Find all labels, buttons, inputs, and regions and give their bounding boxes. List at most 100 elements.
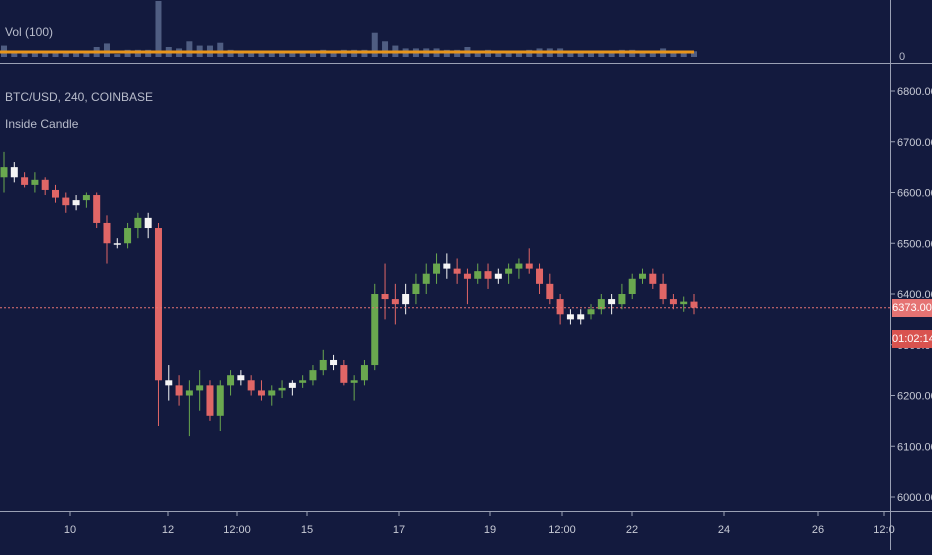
price-tick-label: 6700.00 (897, 137, 932, 149)
time-axis-ticks: 10 12 12:00 15 17 19 12:00 22 24 26 12:0 (64, 511, 895, 536)
candle-body (330, 359, 338, 366)
volume-bar (567, 52, 574, 57)
indicator-title: Inside Candle (5, 117, 79, 131)
price-tick-label: 6100.00 (897, 441, 932, 453)
candle-body (72, 200, 80, 206)
candle-body (515, 263, 523, 269)
time-tick-label: 12:00 (548, 524, 576, 536)
volume-bars (1, 1, 697, 57)
candle-body (649, 273, 657, 284)
candle-body (659, 283, 667, 300)
price-tick-label: 6600.00 (897, 188, 932, 200)
candle-body (82, 195, 90, 201)
candle-body (134, 217, 142, 229)
time-tick-label: 26 (812, 524, 824, 536)
time-tick-label: 12 (162, 524, 174, 536)
candle-body (103, 222, 111, 244)
volume-bar (248, 51, 255, 57)
candle-body (566, 314, 574, 320)
price-tick-label: 6000.00 (897, 492, 932, 504)
volume-bar (155, 1, 162, 57)
volume-bar (217, 42, 224, 57)
price-tick-label: 6500.00 (897, 238, 932, 250)
candle-body (463, 273, 471, 279)
volume-bar (279, 52, 286, 57)
candle-body (62, 197, 70, 206)
candle-body (669, 299, 677, 305)
volume-bar (649, 51, 656, 57)
candle-body (216, 385, 224, 416)
candle-body (93, 195, 101, 223)
candle-body (165, 380, 173, 386)
volume-bar (577, 52, 584, 57)
candle-body (371, 294, 379, 366)
volume-bar (31, 51, 38, 57)
volume-bar (83, 52, 90, 57)
candle-body (391, 299, 399, 305)
volume-bar (680, 52, 687, 57)
candle-body (350, 380, 358, 383)
candle-body (443, 263, 451, 269)
volume-bar (330, 52, 337, 57)
volume-bar (73, 52, 80, 57)
candle-body (278, 387, 286, 391)
candle-body (288, 382, 296, 388)
candle-body (402, 294, 410, 305)
time-tick-label: 12:00 (223, 524, 251, 536)
volume-bar (309, 51, 316, 57)
candle-body (51, 189, 59, 198)
volume-bar (515, 51, 522, 57)
price-tick-label: 6200.00 (897, 391, 932, 403)
candle-body (422, 273, 430, 284)
volume-bar (258, 51, 265, 57)
candle-body (0, 167, 8, 178)
candle-body (639, 273, 647, 279)
volume-bar (691, 51, 697, 57)
candle-body (556, 299, 564, 315)
candle-body (546, 283, 554, 300)
volume-title: Vol (100) (5, 25, 54, 39)
price-axis-ticks: 6000.006100.006200.006300.006400.006500.… (890, 86, 932, 504)
candle-body (175, 385, 183, 396)
candle-body (319, 359, 327, 371)
candle-body (587, 309, 595, 315)
candle-body (690, 301, 698, 308)
candle-body (577, 314, 585, 320)
volume-bar (21, 52, 28, 57)
time-tick-label: 17 (393, 524, 405, 536)
candle-body (597, 299, 605, 310)
volume-bar (670, 52, 677, 57)
candle-body (206, 385, 214, 416)
candle-body (196, 385, 204, 391)
candle-body (31, 179, 39, 185)
volume-bar (289, 52, 296, 57)
candle-body (299, 380, 307, 383)
volume-bar (114, 54, 121, 57)
volume-bar (186, 41, 193, 57)
candle-body (185, 390, 193, 396)
volume-bar (42, 52, 49, 57)
volume-bar (474, 51, 481, 57)
symbol-title: BTC/USD, 240, COINBASE (5, 90, 154, 104)
candle-body (433, 263, 441, 274)
candle-body (237, 375, 245, 381)
candle-body (525, 263, 533, 269)
candle-body (494, 273, 502, 279)
volume-bar (103, 43, 110, 57)
candle-body (505, 268, 513, 274)
candle-body (453, 268, 461, 274)
volume-bar (608, 51, 615, 57)
countdown-tag: 01:02:14 (892, 329, 932, 348)
volume-bar (598, 51, 605, 57)
volume-bar (268, 51, 275, 57)
candle-body (144, 217, 152, 229)
time-tick-label: 10 (64, 524, 76, 536)
candles (0, 151, 698, 437)
volume-axis-zero: 0 (899, 51, 906, 63)
time-tick-label: 22 (626, 524, 638, 536)
candle-body (268, 390, 276, 396)
candle-body (21, 177, 29, 185)
